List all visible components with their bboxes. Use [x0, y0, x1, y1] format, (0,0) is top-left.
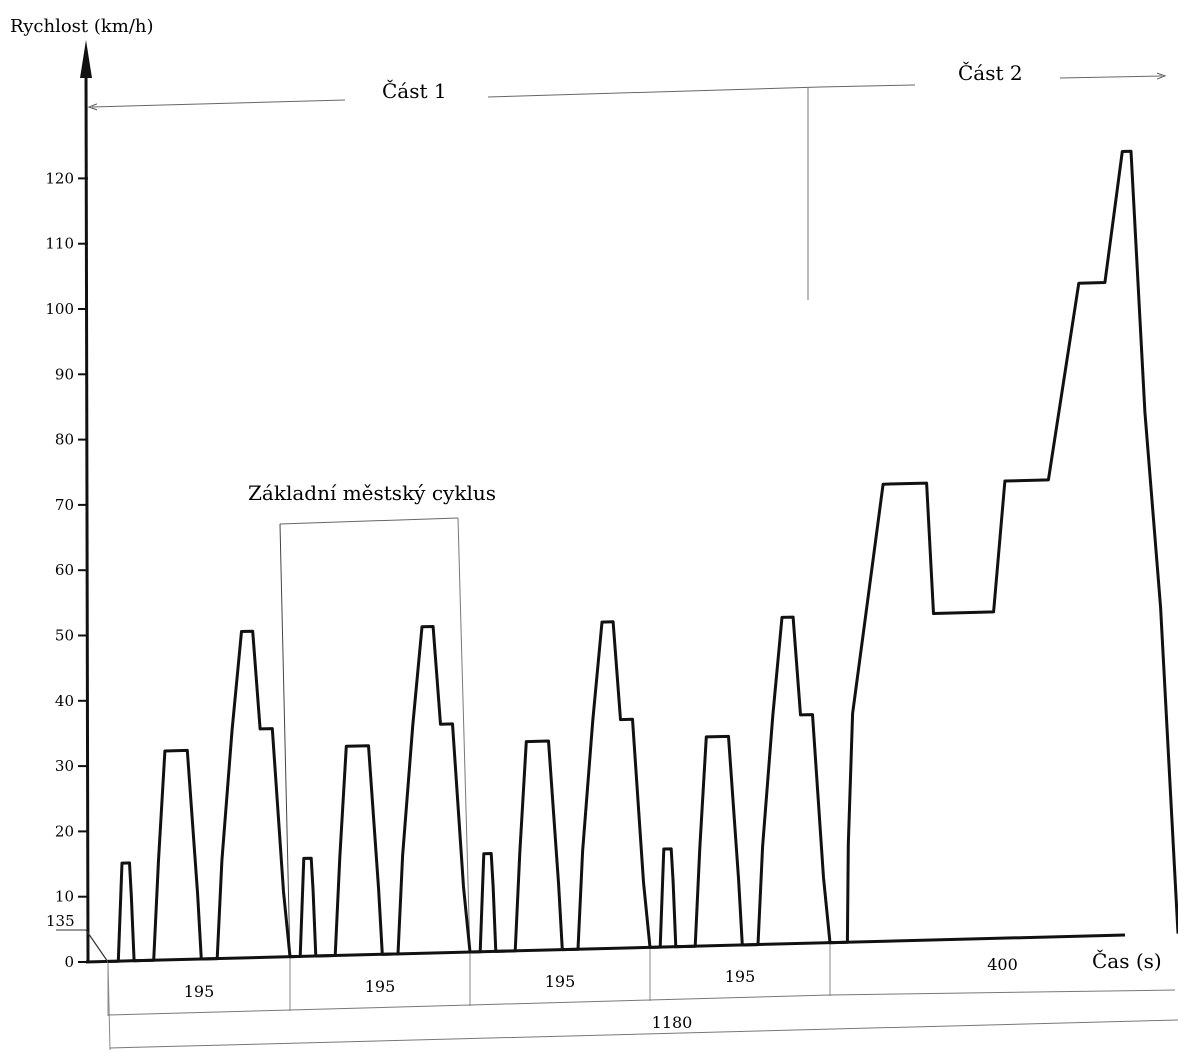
- y-tick-label: 20: [55, 822, 74, 840]
- annotation-bracket-top: [279, 517, 459, 525]
- y-tick-label: 60: [55, 561, 74, 579]
- y-tick-label: 30: [55, 757, 74, 775]
- y-tick-label: 90: [55, 365, 74, 383]
- section-2-arrow-left: [819, 84, 916, 88]
- segment-duration-label: 195: [184, 982, 215, 1001]
- segment-duration-label: 400: [987, 955, 1018, 974]
- section-1-label: Část 1: [382, 78, 447, 103]
- x-axis-label: Čas (s): [1092, 948, 1162, 973]
- annotation-bracket-left: [279, 523, 291, 961]
- y-tick-label: 0: [64, 953, 74, 971]
- x-axis: [85, 933, 1126, 964]
- offset-leader-diag: [85, 929, 109, 963]
- y-axis: [84, 69, 90, 963]
- segment-duration-label: 195: [725, 967, 756, 986]
- annotation-bracket-right: [457, 517, 471, 956]
- y-tick-label: 50: [55, 627, 74, 645]
- segment-dimension-line: [649, 994, 831, 1001]
- y-tick-label: 40: [55, 692, 74, 710]
- y-axis-label: Rychlost (km/h): [10, 16, 154, 37]
- y-axis-arrow-icon: [80, 40, 92, 78]
- y-tick-label: 120: [45, 169, 74, 187]
- segment-dimension-line: [829, 989, 1176, 996]
- urban-cycle-annotation: Základní městský cyklus: [248, 481, 496, 505]
- y-ticks: 0 10 20 30 40 50 60 70 80 90 100 110 120: [45, 169, 88, 971]
- y-tick-label: 110: [45, 235, 74, 253]
- section-1-arrow-right: [487, 86, 821, 98]
- segment-dimension-line: [469, 999, 651, 1006]
- segment-duration-label: 195: [365, 977, 396, 996]
- section-2-arrow-right: [1059, 76, 1162, 78]
- offset-label: 135: [46, 912, 75, 930]
- total-boundary-line: [107, 961, 111, 1051]
- y-tick-label: 100: [45, 300, 74, 318]
- section-1-arrow-left: [92, 99, 346, 107]
- section-2-label: Část 2: [958, 60, 1023, 85]
- duration-dimensions: 195 195 195 195 400 1180: [107, 942, 1178, 1051]
- total-duration-label: 1180: [652, 1013, 693, 1032]
- y-tick-label: 10: [55, 888, 74, 906]
- y-tick-label: 70: [55, 496, 74, 514]
- segment-dimension-line: [107, 1009, 291, 1016]
- y-tick-label: 80: [55, 431, 74, 449]
- segment-duration-label: 195: [545, 972, 576, 991]
- total-dimension-line: [109, 1019, 1178, 1049]
- speed-trace: [107, 149, 1178, 963]
- segment-dimension-line: [289, 1004, 471, 1011]
